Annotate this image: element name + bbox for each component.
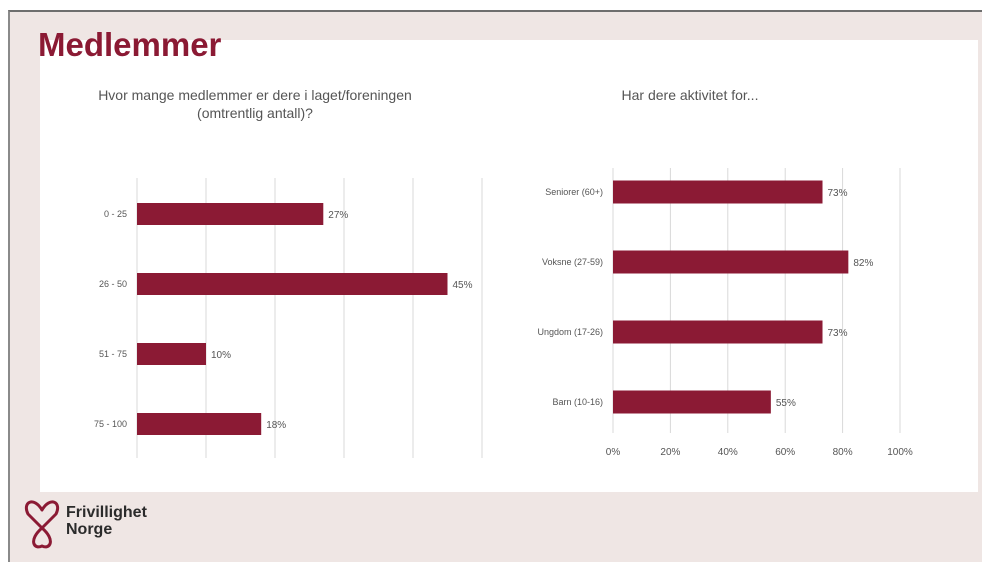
axis-tick-label: 100% (887, 447, 913, 458)
axis-tick-label: 20% (660, 447, 680, 458)
brand-name: Frivillighet Norge (66, 504, 186, 538)
category-label: 51 - 75 (99, 349, 127, 359)
data-label: 27% (328, 210, 348, 221)
bar (137, 343, 206, 365)
axis-tick-label: 0% (606, 447, 621, 458)
category-label: Seniorer (60+) (545, 187, 603, 197)
brand-line-2: Norge (66, 521, 113, 538)
bar (613, 250, 849, 274)
page-title: Medlemmer (38, 26, 222, 63)
data-label: 73% (828, 188, 848, 199)
data-label: 45% (453, 280, 473, 291)
axis-tick-label: 40% (718, 447, 738, 458)
bar (613, 180, 823, 204)
category-label: Barn (10-16) (552, 397, 603, 407)
category-label: Ungdom (17-26) (537, 327, 603, 337)
data-label: 82% (853, 258, 873, 269)
axis-tick-label: 60% (775, 447, 795, 458)
axis-tick-label: 80% (833, 447, 853, 458)
brand-line-1: Frivillighet (66, 504, 147, 521)
category-label: 75 - 100 (94, 419, 127, 429)
data-label: 55% (776, 398, 796, 409)
bar (613, 320, 823, 344)
left-chart-title: Hvor mange medlemmer er dere i laget/for… (98, 87, 412, 121)
category-label: 26 - 50 (99, 279, 127, 289)
heart-outline-icon (25, 500, 59, 549)
right-chart-title: Har dere aktivitet for... (621, 87, 759, 103)
bar (137, 203, 324, 225)
category-label: Voksne (27-59) (542, 257, 603, 267)
bar (613, 390, 771, 414)
bar (137, 273, 448, 295)
data-label: 10% (211, 350, 231, 361)
data-label: 18% (266, 420, 286, 431)
bar (137, 413, 262, 435)
category-label: 0 - 25 (104, 209, 127, 219)
data-label: 73% (828, 328, 848, 339)
